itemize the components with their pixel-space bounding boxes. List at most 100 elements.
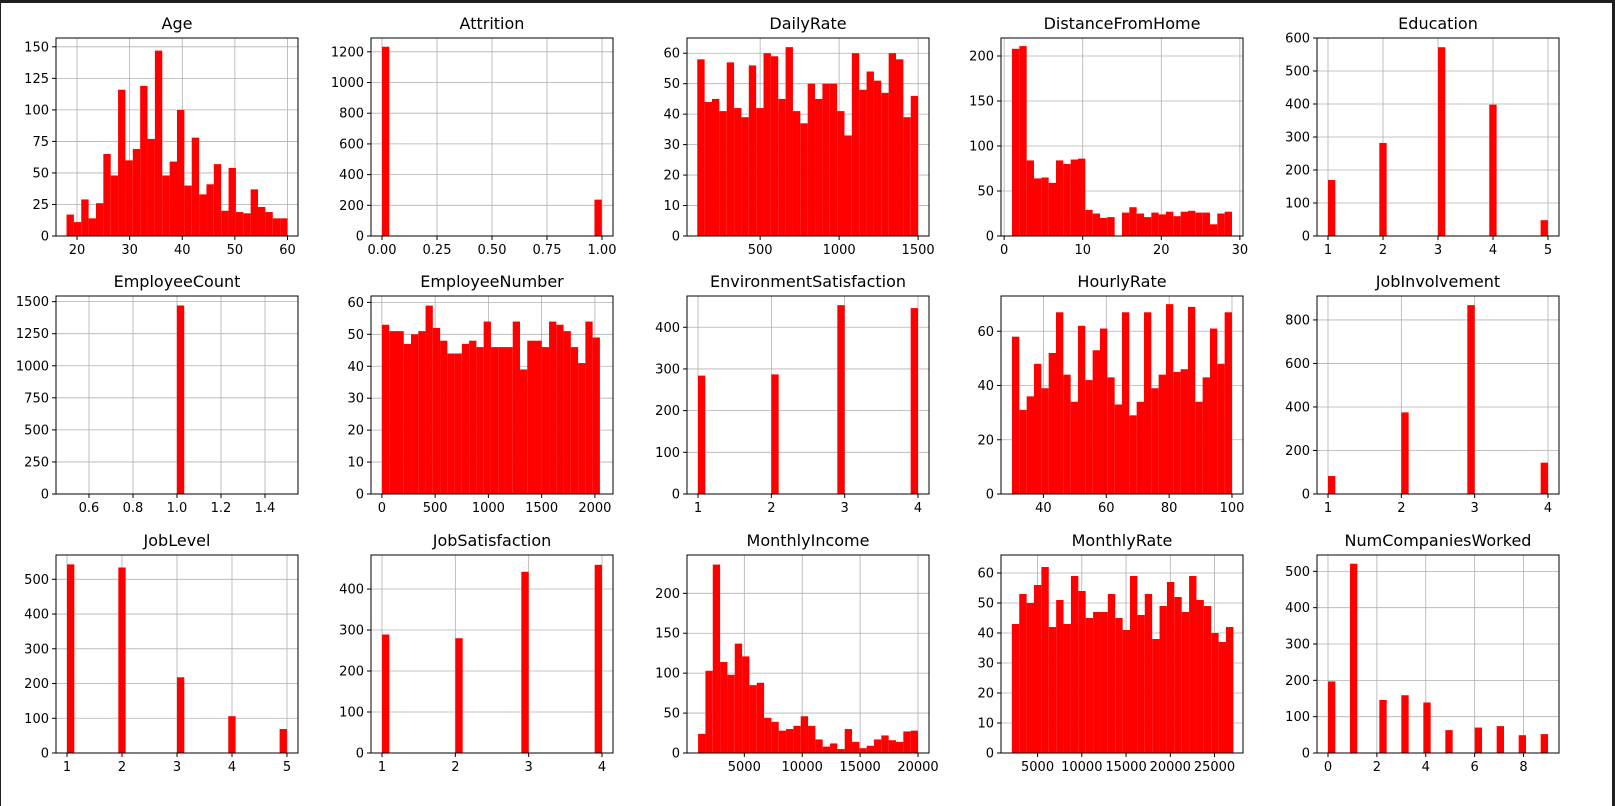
histogram-bar — [1159, 606, 1167, 753]
histogram-bar — [512, 321, 520, 494]
histogram-bar — [800, 123, 808, 236]
histogram-bar — [191, 137, 200, 236]
histogram-bar — [396, 331, 404, 494]
histogram-bar — [67, 564, 75, 753]
histogram-bar — [1152, 639, 1160, 753]
y-tick-label: 75 — [32, 135, 49, 150]
histogram-bar — [243, 213, 251, 236]
y-tick-label: 100 — [339, 706, 364, 721]
x-tick-label: 4 — [1544, 501, 1552, 516]
subplot-title: Age — [162, 14, 193, 33]
histogram-bar — [563, 331, 571, 494]
histogram-bar — [490, 347, 499, 494]
y-tick-label: 20 — [977, 687, 994, 702]
histogram-bar — [125, 160, 133, 236]
histogram-bar — [1217, 213, 1225, 236]
histogram-bar — [851, 53, 860, 236]
subplot-title: EnvironmentSatisfaction — [710, 272, 906, 291]
x-tick-label: 5 — [1544, 243, 1552, 258]
histogram-bar — [1129, 415, 1137, 494]
histogram-bar — [235, 212, 244, 236]
histogram-bar — [118, 567, 126, 753]
histogram-bar — [1401, 695, 1409, 753]
histogram-bar — [1203, 606, 1212, 753]
y-tick-label: 300 — [24, 642, 49, 657]
histogram-bar — [1122, 630, 1131, 753]
x-tick-label: 3 — [525, 760, 533, 775]
histogram-bar — [498, 347, 506, 494]
x-tick-label: 6 — [1471, 760, 1479, 775]
y-tick-label: 0 — [672, 747, 680, 762]
histogram-bar — [1224, 211, 1232, 236]
histogram-bar — [1158, 214, 1166, 236]
x-tick-label: 5000 — [728, 760, 761, 775]
y-tick-label: 10 — [347, 456, 364, 471]
histogram-bar — [176, 677, 185, 753]
histogram-bar — [800, 716, 809, 753]
y-tick-label: 50 — [977, 597, 994, 612]
histogram-bar — [1056, 600, 1064, 753]
histogram-bar — [1077, 158, 1086, 236]
histogram-bar — [837, 111, 845, 236]
y-tick-label: 150 — [969, 95, 994, 110]
histogram-bar — [88, 218, 96, 236]
x-tick-label: 60 — [1098, 501, 1115, 516]
axes-frame — [686, 37, 930, 237]
x-tick-label: 0.00 — [368, 243, 397, 258]
histogram-bar — [727, 674, 735, 753]
histogram-bar — [594, 199, 602, 236]
y-tick-label: 0 — [986, 230, 994, 245]
age-subplot: 20 30 40 50 60 0 25 50 75 100 125 150 Age — [24, 14, 299, 258]
x-tick-label: 3 — [173, 760, 181, 775]
histogram-bar — [698, 375, 706, 494]
subplot-title: EmployeeCount — [114, 272, 241, 291]
histogram-bar — [1143, 217, 1152, 236]
y-tick-label: 600 — [339, 137, 364, 152]
histogram-bar — [279, 729, 287, 753]
histogram-bar — [1107, 377, 1115, 494]
histogram-bar — [411, 334, 419, 494]
histogram-bar — [103, 154, 111, 236]
histogram-bar — [749, 685, 757, 753]
x-tick-label: 5 — [283, 760, 291, 775]
histogram-bar — [221, 210, 229, 236]
y-tick-label: 200 — [1285, 444, 1310, 459]
x-tick-label: 60 — [279, 243, 296, 258]
y-tick-label: 50 — [977, 185, 994, 200]
y-tick-label: 40 — [977, 627, 994, 642]
y-tick-label: 50 — [663, 707, 680, 722]
y-tick-label: 0 — [672, 230, 680, 245]
histogram-bar — [1099, 328, 1108, 494]
histogram-bar — [1218, 642, 1227, 753]
employee-number-subplot: 0 500 1000 1500 2000 0 10 20 30 40 50 60 EmployeeNum… — [347, 272, 614, 516]
y-tick-label: 10 — [977, 717, 994, 732]
histogram-bar — [1100, 612, 1108, 753]
x-tick-label: 1.00 — [588, 243, 617, 258]
y-tick-label: 20 — [977, 433, 994, 448]
x-tick-label: 20 — [69, 243, 86, 258]
histogram-bar — [822, 83, 830, 236]
histogram-bar — [1070, 159, 1078, 236]
histogram-bar — [1328, 475, 1336, 494]
subplot-title: MonthlyIncome — [747, 531, 870, 550]
histogram-bar — [1055, 312, 1064, 494]
x-tick-label: 25000 — [1194, 760, 1235, 775]
histogram-bar — [1195, 401, 1203, 494]
y-tick-label: 250 — [24, 455, 49, 470]
y-tick-label: 20 — [663, 169, 680, 184]
histogram-bar — [859, 89, 867, 237]
histogram-bar — [1107, 217, 1115, 236]
histogram-bar — [1226, 627, 1234, 753]
histogram-bar — [1209, 224, 1218, 236]
monthly-rate-subplot: 5000 10000 15000 20000 25000 0 10 20 30 40 50 60 Mon… — [977, 531, 1244, 775]
histogram-bar — [1540, 734, 1548, 753]
x-tick-label: 500 — [423, 501, 448, 516]
axes-frame — [1000, 295, 1244, 495]
subplot-title: HourlyRate — [1077, 272, 1166, 291]
histogram-bar — [859, 748, 867, 753]
histogram-bar — [1070, 401, 1078, 494]
histogram-bar — [756, 682, 765, 753]
y-tick-label: 100 — [969, 140, 994, 155]
histogram-bar — [440, 340, 448, 494]
